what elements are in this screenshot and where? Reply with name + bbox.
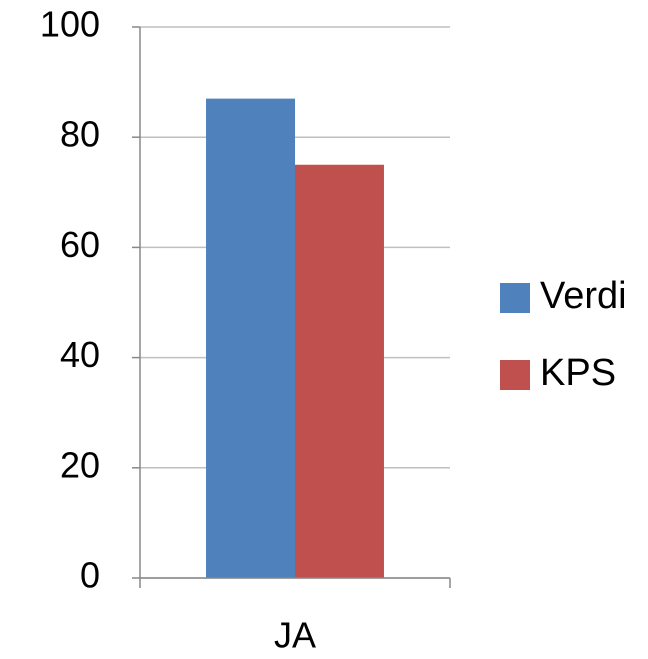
y-tick-label: 60 xyxy=(60,224,100,265)
x-tick-label: JA xyxy=(274,615,316,656)
bar xyxy=(206,98,295,578)
bar xyxy=(295,164,384,578)
y-tick-label: 80 xyxy=(60,114,100,155)
y-tick-label: 0 xyxy=(80,555,100,596)
y-tick-label: 20 xyxy=(60,444,100,485)
y-tick-label: 100 xyxy=(40,4,100,45)
y-tick-label: 40 xyxy=(60,334,100,375)
legend-label: KPS xyxy=(540,352,616,394)
legend-swatch xyxy=(500,360,530,390)
legend-swatch xyxy=(500,283,530,313)
legend-label: Verdi xyxy=(540,275,627,317)
